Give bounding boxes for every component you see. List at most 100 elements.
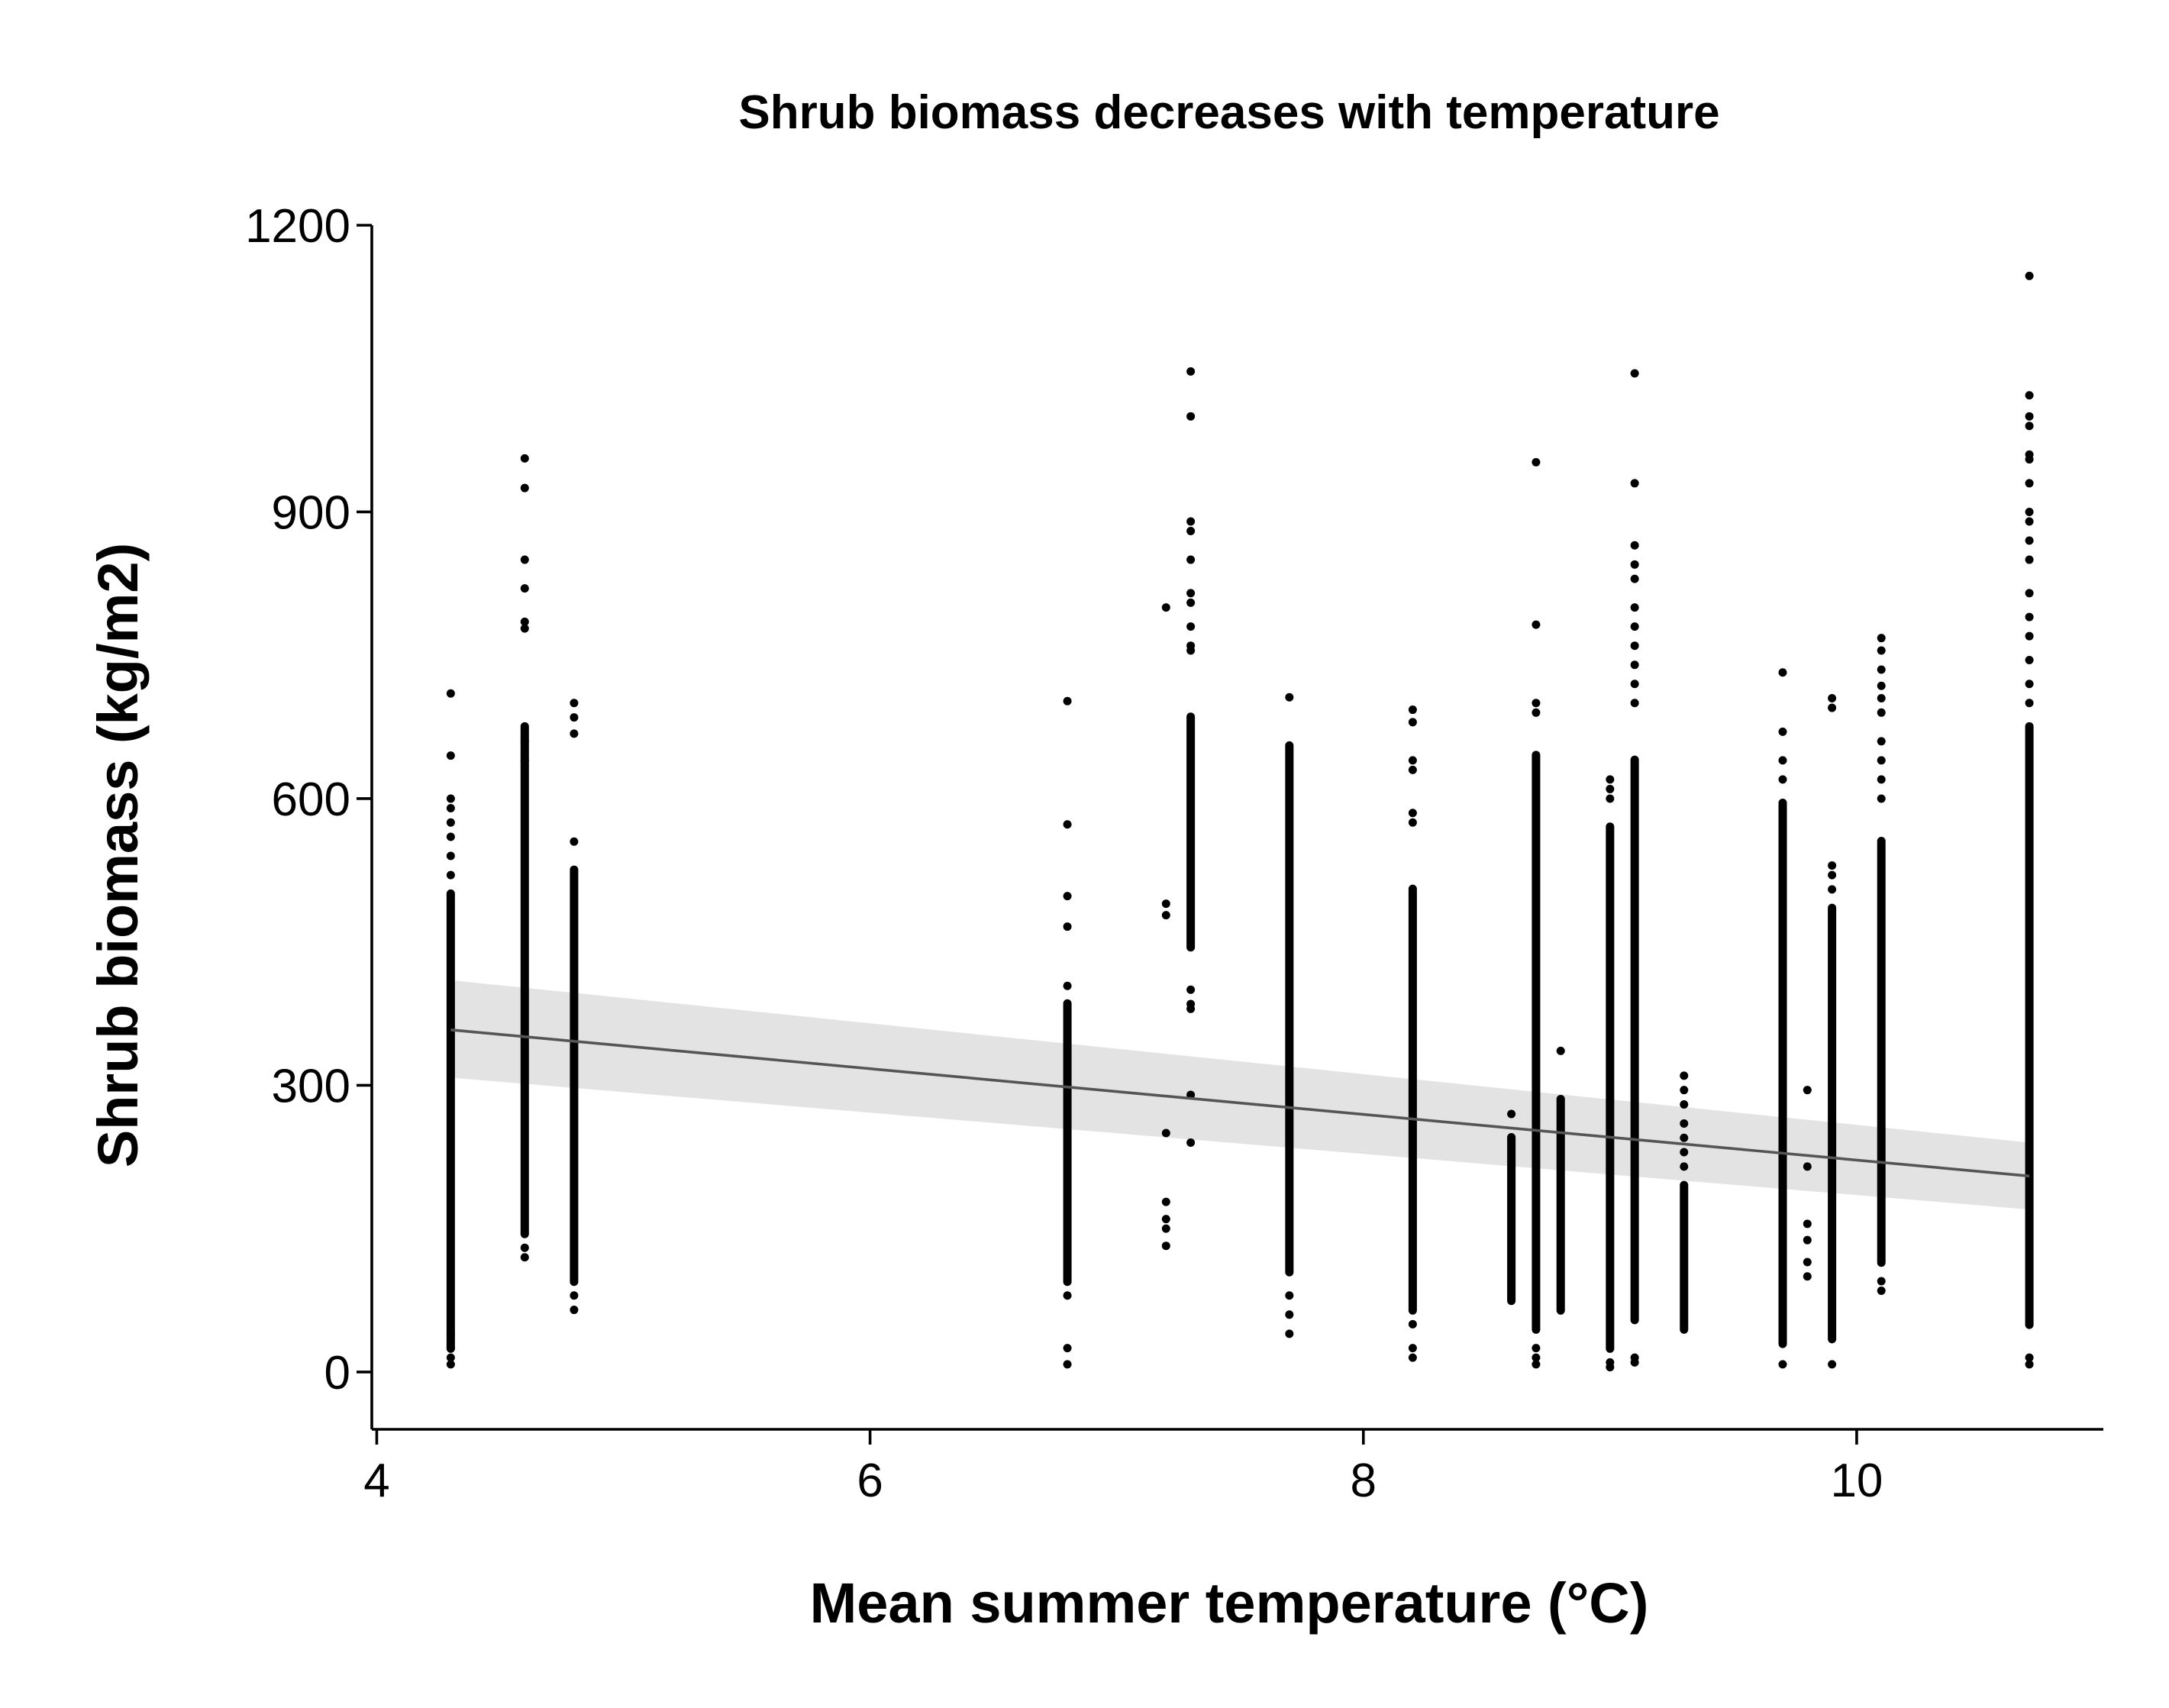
data-point — [1877, 775, 1886, 784]
data-point — [1828, 870, 1837, 880]
data-point — [570, 729, 579, 738]
data-point — [520, 454, 529, 463]
data-point — [1408, 1353, 1417, 1362]
data-point — [1803, 1219, 1812, 1229]
point-cluster — [2025, 722, 2034, 1329]
data-point — [1606, 775, 1615, 784]
data-point — [1606, 794, 1615, 803]
point-cluster — [1630, 755, 1639, 1325]
data-point — [446, 803, 455, 812]
point-column — [1606, 775, 1615, 1372]
data-point — [1828, 885, 1837, 894]
data-point — [2025, 391, 2034, 400]
data-point — [446, 870, 455, 880]
data-point — [1828, 1360, 1837, 1369]
point-column — [520, 454, 529, 1262]
point-column — [1285, 693, 1294, 1338]
data-point — [1408, 756, 1417, 765]
data-point — [2025, 421, 2034, 431]
data-point — [446, 1344, 455, 1353]
data-point — [520, 1243, 529, 1252]
point-cluster — [520, 722, 529, 1238]
data-point — [1063, 892, 1072, 901]
data-point — [446, 1353, 455, 1362]
data-point — [1680, 1119, 1689, 1128]
data-point — [1630, 574, 1639, 583]
data-point — [1408, 1319, 1417, 1329]
data-point — [520, 584, 529, 593]
x-axis-label: Mean summer temperature (°C) — [810, 1571, 1649, 1635]
data-point — [1803, 1258, 1812, 1267]
data-point — [1680, 1133, 1689, 1142]
data-point — [2025, 680, 2034, 689]
point-cluster — [1877, 837, 1886, 1267]
data-point — [1186, 1004, 1196, 1013]
data-point — [570, 1306, 579, 1315]
data-point — [2025, 507, 2034, 516]
data-point — [1877, 756, 1886, 765]
data-point — [1828, 861, 1837, 870]
y-tick-label: 900 — [272, 486, 350, 539]
data-point — [1778, 1360, 1787, 1369]
data-point — [1186, 555, 1196, 564]
data-point — [2025, 631, 2034, 641]
confidence-band — [450, 980, 2030, 1210]
data-point — [1161, 911, 1170, 920]
data-point — [1186, 985, 1196, 994]
point-column — [2025, 271, 2034, 1369]
point-column — [1877, 634, 1886, 1296]
data-point — [520, 1253, 529, 1262]
x-tick-label: 4 — [363, 1455, 389, 1507]
data-point — [520, 617, 529, 626]
data-point — [1680, 1148, 1689, 1157]
data-point — [1877, 634, 1886, 643]
data-point — [2025, 699, 2034, 708]
data-point — [1630, 680, 1639, 689]
data-point — [1186, 589, 1196, 598]
data-point — [446, 751, 455, 760]
data-point — [1161, 603, 1170, 612]
data-point — [1630, 541, 1639, 550]
data-point — [1161, 899, 1170, 909]
point-cluster — [1778, 798, 1787, 1348]
data-point — [1877, 794, 1886, 803]
point-column — [1507, 1109, 1516, 1306]
data-point — [446, 818, 455, 827]
data-point — [1063, 981, 1072, 990]
data-point — [520, 555, 529, 564]
data-point — [2025, 655, 2034, 664]
data-point — [2025, 1360, 2034, 1369]
data-point — [570, 713, 579, 722]
data-point — [1630, 369, 1639, 378]
data-point — [1285, 1291, 1294, 1300]
data-point — [1161, 1224, 1170, 1233]
data-point — [2025, 271, 2034, 280]
data-point — [1803, 1235, 1812, 1245]
data-point — [570, 1291, 579, 1300]
data-point — [1186, 622, 1196, 631]
data-point — [1532, 457, 1541, 467]
data-point — [1680, 1099, 1689, 1109]
data-point — [1680, 1162, 1689, 1171]
data-point — [520, 624, 529, 633]
x-tick-label: 10 — [1830, 1455, 1883, 1507]
point-column — [1630, 369, 1639, 1367]
point-cluster — [1532, 751, 1541, 1334]
data-point — [1803, 1162, 1812, 1171]
data-point — [1186, 598, 1196, 607]
data-point — [1161, 1128, 1170, 1138]
point-cluster — [1507, 1133, 1516, 1306]
data-point — [1532, 699, 1541, 708]
data-point — [1630, 560, 1639, 569]
data-point — [1630, 660, 1639, 670]
data-point — [1408, 809, 1417, 818]
data-point — [1630, 1358, 1639, 1367]
data-point — [520, 737, 529, 746]
point-cluster — [1285, 741, 1294, 1277]
chart-title: Shrub biomass decreases with temperature — [738, 86, 1719, 139]
data-point — [1186, 646, 1196, 655]
point-column — [1161, 603, 1170, 1251]
data-point — [1803, 1272, 1812, 1281]
data-point — [1186, 517, 1196, 526]
